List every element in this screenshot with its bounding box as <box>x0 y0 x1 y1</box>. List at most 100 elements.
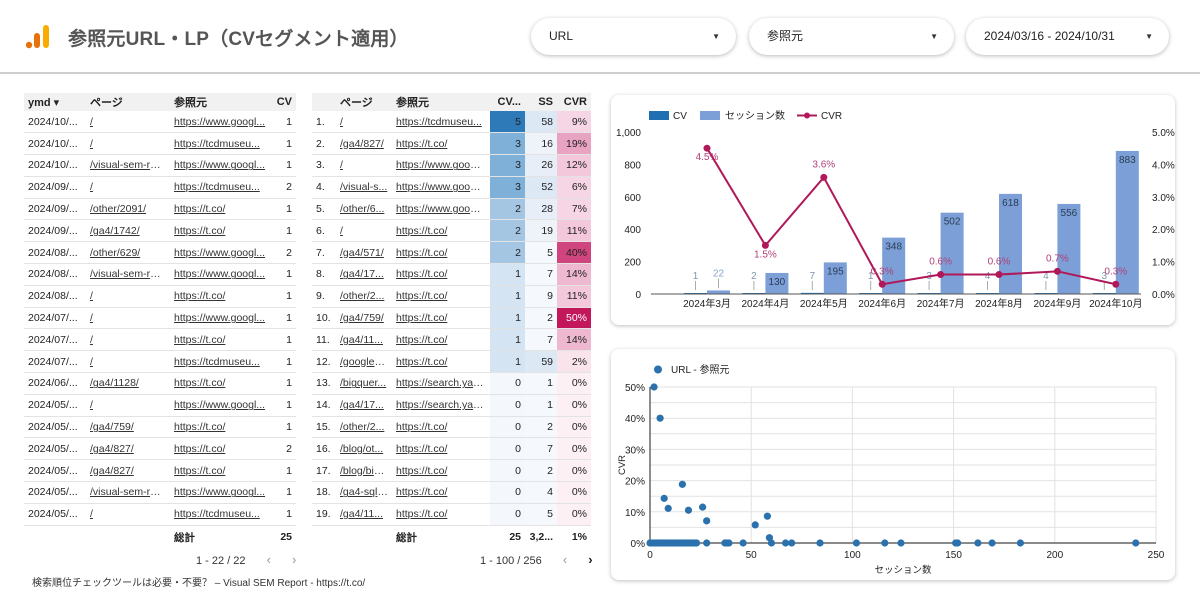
table-row[interactable]: 15./other/2... https://t.co/0 2 0% <box>312 416 591 439</box>
table-row[interactable]: 6. / https://t.co/2 19 11% <box>312 219 591 243</box>
referrer-link[interactable]: https://t.co/ <box>170 459 272 483</box>
scatter-point[interactable] <box>816 539 824 547</box>
sessions-bar[interactable] <box>1115 150 1139 294</box>
referrer-link[interactable]: https://t.co/ <box>392 481 490 504</box>
table-row[interactable]: 2024/05/... / https://www.googl... 1 <box>24 394 296 417</box>
table-row[interactable]: 2024/05/.../ga4/827/https://t.co/2 <box>24 437 296 461</box>
table-row[interactable]: 16./blog/ot... https://t.co/0 7 0% <box>312 437 591 461</box>
page-link[interactable]: / <box>86 394 170 417</box>
referrer-link[interactable]: https://t.co/ <box>392 416 490 439</box>
scatter-point[interactable] <box>660 494 668 502</box>
scatter-point[interactable] <box>692 539 701 547</box>
next-page-button[interactable]: › <box>588 552 593 567</box>
scatter-point[interactable] <box>703 517 711 525</box>
scatter-point[interactable] <box>954 539 962 547</box>
scatter-point[interactable] <box>678 480 686 488</box>
referrer-link[interactable]: https://search.yah... <box>392 372 490 395</box>
table-row[interactable]: 10./ga4/759/https://t.co/1 2 50% <box>312 307 591 330</box>
scatter-point[interactable] <box>703 539 711 547</box>
table-row[interactable]: 2024/07/... / https://tcdmuseu... 1 <box>24 350 296 374</box>
column-header[interactable]: CVR <box>557 93 591 111</box>
referrer-link[interactable]: https://t.co/ <box>392 503 490 526</box>
table-row[interactable]: 9./other/2... https://t.co/1 9 11% <box>312 285 591 308</box>
table-row[interactable]: 2024/07/... / https://www.googl... 1 <box>24 307 296 330</box>
table-row[interactable]: 12./googlea... https://t.co/1 59 2% <box>312 350 591 374</box>
scatter-point[interactable] <box>684 506 693 514</box>
page-link[interactable]: /ga4/17... <box>336 394 392 417</box>
column-header[interactable]: 参照元 <box>392 93 490 111</box>
scatter-point[interactable] <box>852 539 861 547</box>
referrer-link[interactable]: https://search.yah... <box>392 394 490 417</box>
page-link[interactable]: / <box>86 176 170 199</box>
referrer-link[interactable]: https://t.co/ <box>170 328 272 352</box>
table-row[interactable]: 2024/08/... / https://t.co/1 <box>24 285 296 308</box>
scatter-point[interactable] <box>782 539 790 547</box>
referrer-link[interactable]: https://t.co/ <box>392 459 490 483</box>
page-link[interactable]: /ga4/827/ <box>86 459 170 483</box>
table-row[interactable]: 8./ga4/17... https://t.co/1 7 14% <box>312 263 591 286</box>
scatter-point[interactable] <box>1016 539 1024 547</box>
referrer-link[interactable]: https://www.googl... <box>170 394 272 417</box>
referrer-link[interactable]: https://t.co/ <box>392 219 490 243</box>
cvr-point[interactable] <box>1112 280 1120 288</box>
page-link[interactable]: /ga4/571/ <box>336 241 392 265</box>
page-link[interactable]: /other/2... <box>336 416 392 439</box>
page-link[interactable]: /blog/ot... <box>336 437 392 461</box>
referrer-link[interactable]: https://t.co/ <box>392 307 490 330</box>
referrer-link[interactable]: https://www.googl... <box>170 154 272 177</box>
referrer-link[interactable]: https://www.googl... <box>170 307 272 330</box>
page-link[interactable]: / <box>86 350 170 374</box>
page-link[interactable]: / <box>336 154 392 177</box>
table-row[interactable]: 2024/09/.../other/2091/https://t.co/1 <box>24 198 296 221</box>
page-link[interactable]: / <box>86 307 170 330</box>
referrer-link[interactable]: https://tcdmuseu... <box>170 503 272 526</box>
scatter-point[interactable] <box>656 414 664 422</box>
referrer-link[interactable]: https://t.co/ <box>170 219 272 243</box>
column-header[interactable]: ページ <box>336 93 392 111</box>
page-link[interactable]: /ga4/827/ <box>86 437 170 461</box>
referrer-link[interactable]: https://www.googl... <box>392 198 490 221</box>
page-link[interactable]: /ga4/759/ <box>86 416 170 439</box>
page-link[interactable]: / <box>86 132 170 156</box>
referrer-link[interactable]: https://tcdmuseu... <box>392 111 490 134</box>
page-link[interactable]: / <box>86 503 170 526</box>
table-row[interactable]: 2024/09/.../ga4/1742/https://t.co/1 <box>24 219 296 243</box>
scatter-point[interactable] <box>751 521 759 529</box>
prev-page-button[interactable]: ‹ <box>562 552 568 567</box>
page-link[interactable]: /ga4/759/ <box>336 307 392 330</box>
scatter-point[interactable] <box>988 539 996 547</box>
table-row[interactable]: 13./bigquer... https://search.yah... 0 1 0% <box>312 372 591 395</box>
sessions-bar[interactable] <box>1057 203 1081 294</box>
referrer-link[interactable]: https://t.co/ <box>170 372 272 395</box>
cvr-point[interactable] <box>937 271 945 279</box>
referrer-link[interactable]: https://t.co/ <box>170 416 272 439</box>
page-link[interactable]: /ga4/11... <box>336 328 392 352</box>
table-row[interactable]: 17./blog/big... https://t.co/0 2 0% <box>312 459 591 483</box>
referrer-link[interactable]: https://www.googl... <box>170 481 272 504</box>
referrer-link[interactable]: https://www.googl... <box>170 241 272 265</box>
referrer-link[interactable]: https://t.co/ <box>170 437 272 461</box>
table-row[interactable]: 2024/08/.../visual-sem-rep... https://www… <box>24 263 296 286</box>
cvr-point[interactable] <box>995 271 1003 279</box>
scatter-point[interactable] <box>788 539 796 547</box>
table-row[interactable]: 2024/05/.../visual-sem-rep... https://www… <box>24 481 296 504</box>
table-row[interactable]: 2024/08/.../other/629/https://www.googl.… <box>24 241 296 265</box>
table-row[interactable]: 7./ga4/571/https://t.co/2 5 40% <box>312 241 591 265</box>
table-row[interactable]: 2024/07/... / https://t.co/1 <box>24 328 296 352</box>
referrer-link[interactable]: https://www.googl... <box>392 176 490 199</box>
scatter-point[interactable] <box>664 504 672 512</box>
page-link[interactable]: /googlea... <box>336 350 392 374</box>
referrer-link[interactable]: https://t.co/ <box>392 350 490 374</box>
page-link[interactable]: /visual-sem-rep... <box>86 154 170 177</box>
table-row[interactable]: 1. / https://tcdmuseu... 5 58 9% <box>312 111 591 134</box>
table-row[interactable]: 18./ga4-sql-... https://t.co/0 4 0% <box>312 481 591 504</box>
next-page-button[interactable]: › <box>292 552 297 567</box>
page-link[interactable]: /other/2... <box>336 285 392 308</box>
scatter-point[interactable] <box>881 539 889 547</box>
page-link[interactable]: /ga4/1128/ <box>86 372 170 395</box>
page-link[interactable]: /ga4/17... <box>336 263 392 286</box>
scatter-point[interactable] <box>974 539 982 547</box>
page-link[interactable]: / <box>86 111 170 134</box>
table-row[interactable]: 2024/05/... / https://tcdmuseu... 1 <box>24 503 296 526</box>
cvr-point[interactable] <box>703 144 711 152</box>
